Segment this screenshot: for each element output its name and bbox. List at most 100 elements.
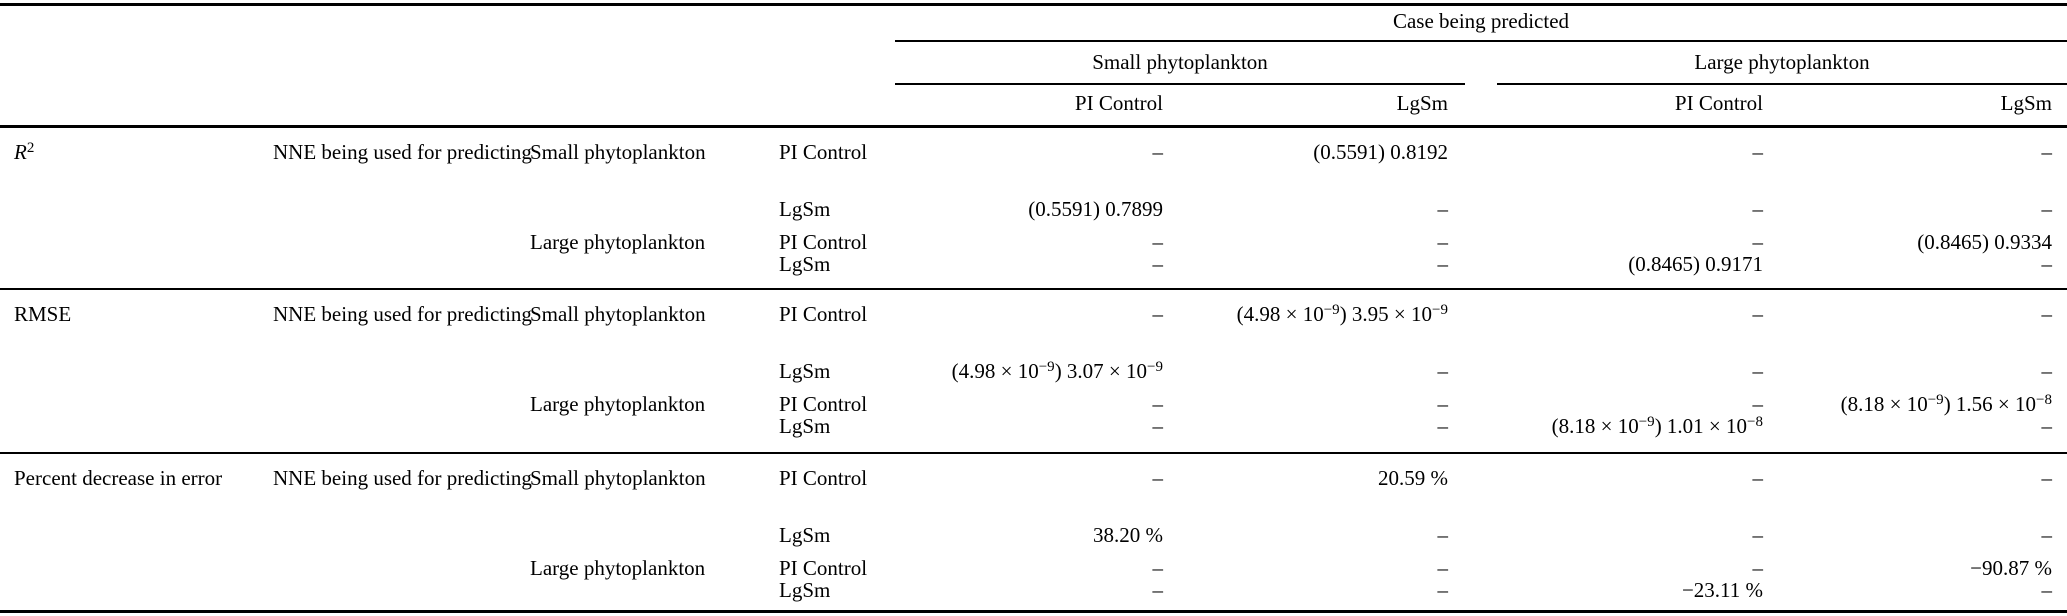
value-cell: – [1152, 466, 1164, 490]
value-cell: – [1752, 302, 1764, 326]
value-cell: −90.87 % [1970, 556, 2052, 580]
rule-under-case [895, 40, 2067, 42]
value-cell: – [1152, 140, 1164, 164]
group-label: Small phytoplankton [530, 466, 706, 490]
case-label: LgSm [779, 578, 831, 602]
rule-header-bottom [0, 125, 2067, 128]
value-cell: – [1437, 392, 1449, 416]
spacer-cell [273, 253, 530, 275]
case-label: PI Control [779, 302, 868, 326]
case-label: LgSm [779, 414, 831, 438]
spacer-cell [0, 524, 273, 557]
spacer-cell [273, 524, 530, 557]
value-cell: – [1437, 252, 1449, 276]
value-cell: – [1437, 556, 1449, 580]
value-cell: – [1752, 392, 1764, 416]
column-header-large-pi-control: PI Control [1674, 91, 1763, 115]
case-label: LgSm [779, 359, 831, 383]
value-cell: – [1437, 197, 1449, 221]
rule-bottom [0, 610, 2067, 613]
case-label: PI Control [779, 140, 868, 164]
nne-label: NNE being used for predicting [273, 140, 532, 164]
value-cell: – [2041, 359, 2053, 383]
value-cell: – [1437, 230, 1449, 254]
group-label: Large phytoplankton [530, 230, 706, 254]
value-cell: – [1152, 392, 1164, 416]
spacer-cell [0, 579, 273, 601]
spacer-cell [0, 557, 273, 579]
header-case-being-predicted: Case being predicted [1392, 9, 1570, 33]
value-cell: – [1152, 556, 1164, 580]
value-cell: – [2041, 523, 2053, 547]
value-cell: (4.98 × 10−9) 3.07 × 10−9 [951, 359, 1163, 383]
group-label [530, 198, 779, 231]
value-cell: −23.11 % [1681, 578, 1763, 602]
case-label: PI Control [779, 230, 868, 254]
spacer-cell [273, 231, 530, 253]
rule-separator-1 [0, 288, 2067, 290]
spacer-cell [0, 198, 273, 231]
group-label [530, 360, 779, 393]
header-group-small-phytoplankton: Small phytoplankton [1092, 50, 1268, 74]
rule-under-small [895, 83, 1465, 85]
value-cell: – [2041, 302, 2053, 326]
value-cell: – [1152, 578, 1164, 602]
value-cell: – [1752, 140, 1764, 164]
case-label: LgSm [779, 197, 831, 221]
value-cell: – [1437, 414, 1449, 438]
value-cell: – [1152, 302, 1164, 326]
metric-label: R2 [14, 140, 35, 164]
spacer-cell [273, 198, 530, 231]
spacer-cell [0, 253, 273, 275]
value-cell: – [2041, 578, 2053, 602]
value-cell: – [2041, 466, 2053, 490]
value-cell: – [1752, 466, 1764, 490]
value-cell: (8.18 × 10−9) 1.01 × 10−8 [1551, 414, 1763, 438]
header-group-large-phytoplankton: Large phytoplankton [1694, 50, 1870, 74]
value-cell: (0.5591) 0.8192 [1313, 140, 1448, 164]
metric-label: Percent decrease in error [14, 466, 223, 490]
value-cell: – [2041, 140, 2053, 164]
spacer-cell [0, 415, 273, 437]
group-label: Small phytoplankton [530, 302, 706, 326]
group-label [530, 524, 779, 557]
value-cell: – [1437, 523, 1449, 547]
spacer-cell [273, 360, 530, 393]
value-cell: – [1152, 414, 1164, 438]
group-label [530, 415, 779, 437]
spacer-cell [273, 557, 530, 579]
value-cell: – [1752, 523, 1764, 547]
column-header-small-lgsm: LgSm [1396, 91, 1448, 115]
spacer-cell [0, 360, 273, 393]
value-cell: (0.5591) 0.7899 [1028, 197, 1163, 221]
case-label: PI Control [779, 392, 868, 416]
value-cell: – [1152, 252, 1164, 276]
group-label [530, 579, 779, 601]
value-cell: – [1437, 359, 1449, 383]
value-cell: (8.18 × 10−9) 1.56 × 10−8 [1840, 392, 2052, 416]
value-cell: (4.98 × 10−9) 3.95 × 10−9 [1236, 302, 1448, 326]
group-label: Large phytoplankton [530, 392, 706, 416]
rule-separator-2 [0, 452, 2067, 454]
metric-block-rmse: RMSE NNE being used for predicting Small… [0, 290, 2067, 437]
value-cell: – [1752, 359, 1764, 383]
spacer-cell [273, 393, 530, 415]
group-label [530, 253, 779, 275]
column-header-large-lgsm: LgSm [2000, 91, 2052, 115]
case-label: LgSm [779, 252, 831, 276]
value-cell: – [1752, 197, 1764, 221]
value-cell: – [1752, 230, 1764, 254]
nne-label: NNE being used for predicting [273, 302, 532, 326]
value-cell: (0.8465) 0.9171 [1628, 252, 1763, 276]
column-header-small-pi-control: PI Control [1074, 91, 1163, 115]
column-headers-row: PI Control LgSm PI Control LgSm [895, 92, 2067, 114]
metric-label: RMSE [14, 302, 72, 326]
case-label: PI Control [779, 466, 868, 490]
value-cell: – [1152, 230, 1164, 254]
value-cell: – [1752, 556, 1764, 580]
case-label: PI Control [779, 556, 868, 580]
spacer-cell [273, 579, 530, 601]
case-label: LgSm [779, 523, 831, 547]
spacer-cell [273, 415, 530, 437]
